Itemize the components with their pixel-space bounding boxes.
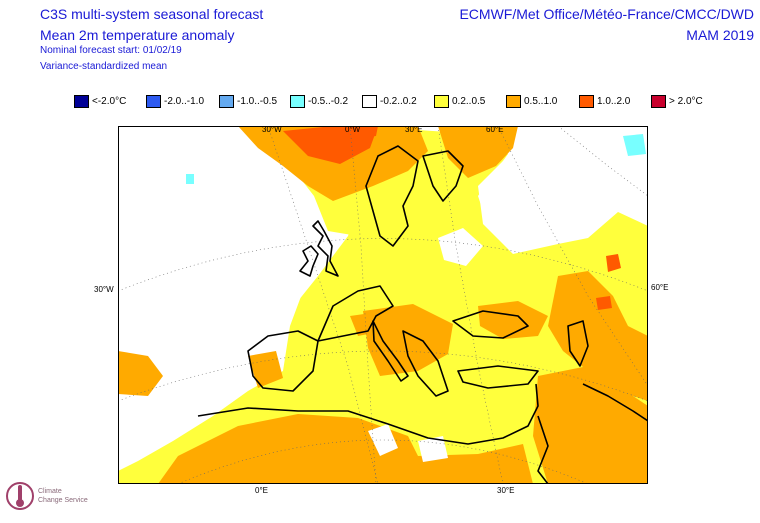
anomaly-region-orange-iberia [248,351,283,388]
coastlines [197,145,648,484]
anomaly-region-darkorange-caucasus [596,296,612,310]
legend-label: -0.5..-0.2 [308,96,349,107]
map-canvas [118,126,648,484]
coord-left-30w: 30°W [94,285,114,294]
anomaly-region-cool-north-east [623,134,646,156]
legend-label: 0.2..0.5 [452,96,486,107]
coast-finland [422,150,464,202]
legend-swatch [579,95,594,108]
coord-top-30w: 30°W [262,125,282,134]
coord-top-30e: 30°E [405,125,423,134]
anomaly-region-neutral-atlantic [118,126,333,471]
anomaly-region-orange-arctic [438,126,518,178]
legend-swatch [434,95,449,108]
anomaly-region-orange-sahara [158,414,533,484]
anomaly-region-darkorange-urals [606,254,621,272]
legend-item: -0.2..0.2 [362,95,417,108]
legend-swatch [290,95,305,108]
coast-iberia [247,330,319,392]
coast-scandinavia [365,145,419,247]
legend-label: 0.5..1.0 [524,96,558,107]
map-title-line1: C3S multi-system seasonal forecast [40,6,264,22]
coord-bottom-30e: 30°E [497,486,515,495]
graticule-meridian [437,126,504,484]
legend-swatch [651,95,666,108]
legend-swatch [74,95,89,108]
variance-label: Variance-standardized mean [40,61,168,72]
legend-swatch [219,95,234,108]
anomaly-region-orange-north [238,126,428,201]
coast-balkans [402,330,449,397]
map-frame [118,126,648,484]
anomaly-region-orange-caspian [548,271,648,401]
coast-france [317,285,394,342]
c3s-logo: Climate Change Service [4,476,108,518]
graticule-parallel [118,350,648,402]
legend-label: -2.0..-1.0 [164,96,205,107]
anomaly-region-neutral-north-africa [368,424,398,456]
legend-label: -1.0..-0.5 [237,96,278,107]
logo-text-climate: Climate [38,488,62,495]
anomaly-region-orange-levant [533,366,648,484]
thermometer-logo-icon [6,482,34,510]
anomaly-region-neutral-baltic [438,228,483,266]
legend-item: -2.0..-1.0 [146,95,204,108]
coord-top-60e: 60°E [486,125,504,134]
legend-label: -0.2..0.2 [380,96,417,107]
anomaly-region-orange-atlantic-south [118,351,163,396]
coast-great-britain [312,220,339,277]
anomaly-region-darkorange-norwegian-sea [283,126,378,164]
forecast-start-label: Nominal forecast start: 01/02/19 [40,45,182,56]
season-label: MAM 2019 [686,27,754,43]
legend-item: -0.5..-0.2 [290,95,348,108]
legend-swatch [506,95,521,108]
coast-north-africa [197,383,539,445]
graticule-meridian [557,126,648,197]
coast-turkey [457,365,539,389]
legend-label: > 2.0°C [669,96,703,107]
map-title-line2: Mean 2m temperature anomaly [40,27,235,43]
anomaly-region-neutral-libya [418,436,448,462]
legend-label: <-2.0°C [92,96,127,107]
legend-swatch [362,95,377,108]
legend-item: -1.0..-0.5 [219,95,277,108]
coast-black-sea [452,310,529,339]
coast-ireland [299,245,319,277]
organisations-label: ECMWF/Met Office/Météo-France/CMCC/DWD [459,6,754,22]
coast-persian-gulf [582,383,648,422]
coord-top-0w: 0°W [345,125,361,134]
coord-right-60e: 60°E [651,283,669,292]
legend-item: > 2.0°C [651,95,703,108]
legend-item: 0.2..0.5 [434,95,485,108]
anomaly-map [118,126,648,484]
anomaly-region-orange-black-sea [478,301,548,339]
legend-swatch [146,95,161,108]
legend-label: 1.0..2.0 [597,96,631,107]
coast-caspian [567,320,589,367]
anomaly-region-neutral-north-east [478,126,648,254]
anomaly-region-darkorange-arctic [353,126,378,138]
anomaly-region-warm [118,130,648,484]
coast-red-sea [537,415,549,484]
logo-text-service: Change Service [38,497,88,504]
legend-item: 0.5..1.0 [506,95,557,108]
legend-item: <-2.0°C [74,95,126,108]
graticule [118,126,648,484]
coast-italy [372,320,409,382]
graticule-meridian [349,126,377,484]
graticule-meridian [497,126,648,387]
legend-item: 1.0..2.0 [579,95,630,108]
coord-bottom-0e: 0°E [255,486,268,495]
anomaly-region-cool-atlantic [186,174,194,184]
